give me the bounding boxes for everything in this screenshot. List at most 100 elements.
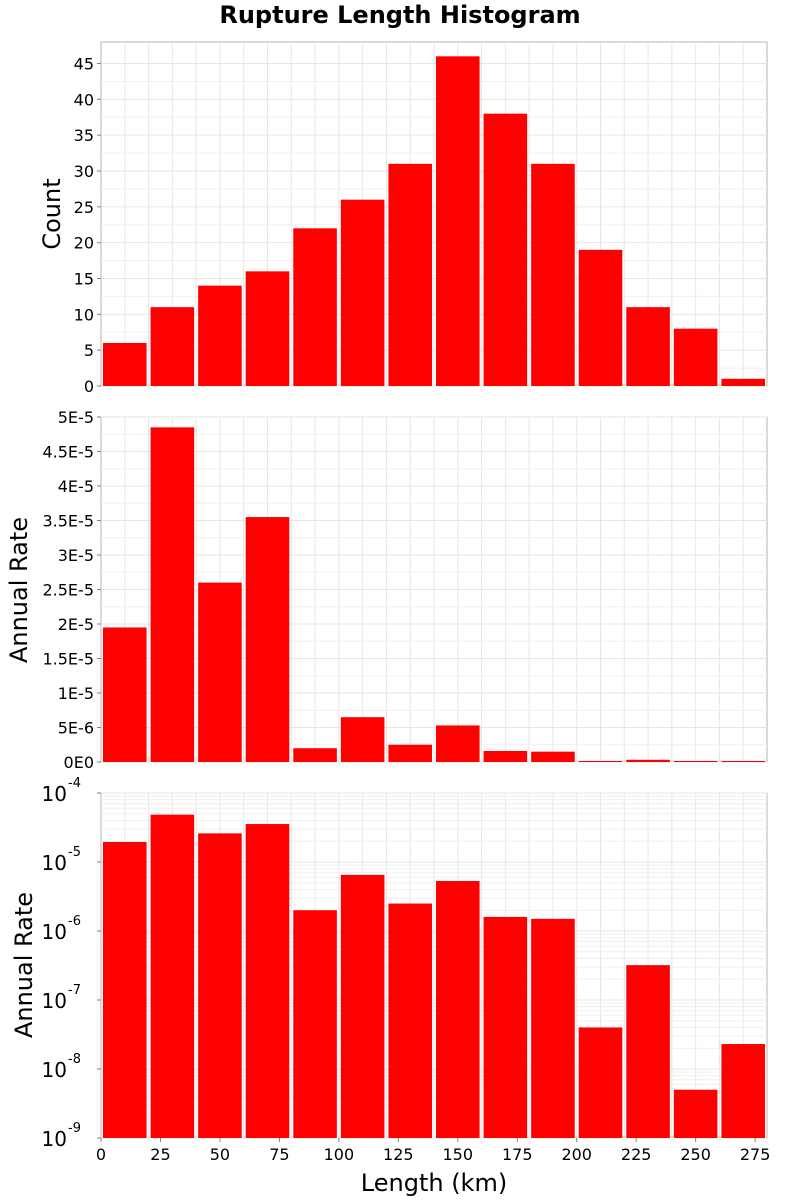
rate-linear-ytick-label: 5E-5 — [58, 408, 94, 427]
rate-log-bar — [436, 881, 480, 1138]
count-bar — [721, 378, 765, 386]
count-ytick-label: 0 — [84, 377, 94, 396]
count-ytick-label: 10 — [74, 305, 94, 324]
count-ytick-label: 25 — [74, 198, 94, 217]
count-bar — [436, 56, 480, 386]
x-tick-label: 75 — [269, 1145, 289, 1164]
rate-linear-bar — [293, 748, 337, 762]
x-tick-label: 0 — [96, 1145, 106, 1164]
rate-log-bar — [388, 903, 432, 1138]
rate-log-bar — [150, 814, 195, 1138]
count-bar — [198, 285, 242, 386]
count-ylabel: Count — [38, 178, 66, 249]
rate-log-ytick-exponent: -6 — [68, 914, 81, 929]
rate-log-panel: 10-910-810-710-610-510-4 Annual Rate — [10, 776, 768, 1151]
rate-linear-ytick-label: 1.5E-5 — [42, 650, 94, 669]
rate-log-bar — [531, 918, 575, 1138]
rate-log-ytick-base: 10 — [42, 1058, 67, 1082]
rate-log-bars — [103, 814, 765, 1138]
rate-linear-ytick-label: 3.5E-5 — [42, 512, 94, 531]
rate-linear-bar — [626, 759, 670, 762]
rate-linear-bar — [436, 725, 480, 762]
x-tick-label: 175 — [502, 1145, 533, 1164]
rate-log-ytick-base: 10 — [42, 920, 67, 944]
rate-linear-ytick-label: 1E-5 — [58, 684, 94, 703]
rate-linear-bar — [103, 627, 147, 762]
rate-log-bar — [626, 965, 670, 1138]
rate-linear-bar — [578, 761, 623, 762]
count-ytick-label: 40 — [74, 90, 94, 109]
rate-log-bar — [721, 1044, 765, 1138]
rate-linear-ytick-label: 4.5E-5 — [42, 443, 94, 462]
count-bar — [673, 328, 718, 386]
rate-log-ytick-base: 10 — [42, 851, 67, 875]
x-axis-label: Length (km) — [361, 1169, 507, 1197]
rate-log-ytick-base: 10 — [42, 989, 67, 1013]
count-bar — [578, 249, 623, 386]
rate-log-bar — [340, 874, 385, 1138]
rate-linear-ytick-label: 5E-6 — [58, 719, 94, 738]
count-bar — [388, 163, 432, 386]
rate-log-bar — [245, 824, 290, 1138]
count-ytick-label: 30 — [74, 162, 94, 181]
rate-log-bar — [103, 841, 147, 1138]
rate-log-ytick-exponent: -8 — [68, 1052, 81, 1067]
x-tick-label: 100 — [324, 1145, 355, 1164]
x-tick-label: 250 — [680, 1145, 711, 1164]
rate-linear-bar — [150, 427, 195, 762]
count-bar — [103, 343, 147, 386]
count-ytick-label: 20 — [74, 234, 94, 253]
chart-title: Rupture Length Histogram — [219, 1, 580, 29]
count-bar — [340, 199, 385, 386]
rate-linear-bar — [245, 517, 290, 762]
rate-linear-bar — [531, 751, 575, 762]
count-bar — [626, 307, 670, 386]
x-tick-label: 25 — [150, 1145, 170, 1164]
count-ytick-label: 45 — [74, 55, 94, 74]
count-ytick-label: 35 — [74, 126, 94, 145]
rate-linear-panel: 0E0 5E-6 1E-5 1.5E-5 2E-5 2.5E-5 3E-5 3.5E-5 4E-… — [5, 408, 768, 772]
x-axis-ticks: 0 25 50 75 100 125 150 175 200 225 250 275 — [96, 1138, 770, 1164]
rate-linear-ylabel: Annual Rate — [5, 517, 33, 663]
x-tick-label: 200 — [561, 1145, 592, 1164]
rate-linear-bars — [103, 427, 765, 762]
rate-linear-ytick-label: 4E-5 — [58, 477, 94, 496]
x-tick-label: 150 — [443, 1145, 474, 1164]
rate-log-bar — [578, 1027, 623, 1138]
rate-log-bar — [673, 1089, 718, 1138]
count-bar — [531, 163, 575, 386]
rate-linear-ytick-label: 2E-5 — [58, 615, 94, 634]
rate-log-ytick-base: 10 — [42, 782, 67, 806]
x-tick-label: 50 — [210, 1145, 230, 1164]
rate-log-ylabel: Annual Rate — [10, 892, 38, 1038]
rate-linear-ytick-label: 3E-5 — [58, 546, 94, 565]
rate-linear-ytick-label: 2.5E-5 — [42, 581, 94, 600]
count-ytick-label: 5 — [84, 341, 94, 360]
rate-log-ytick-exponent: -9 — [68, 1121, 81, 1136]
count-bar — [150, 307, 195, 386]
count-bar — [293, 228, 337, 386]
rate-log-yticks: 10-910-810-710-610-510-4 — [42, 776, 101, 1151]
x-tick-label: 125 — [383, 1145, 414, 1164]
count-yticks: 0 5 10 15 20 25 30 35 40 45 — [74, 55, 101, 396]
rate-log-ytick-exponent: -4 — [68, 776, 81, 791]
rate-log-ytick-base: 10 — [42, 1127, 67, 1151]
rate-linear-bar — [483, 750, 528, 762]
count-bar — [245, 271, 290, 386]
x-tick-label: 225 — [621, 1145, 652, 1164]
count-panel: 0 5 10 15 20 25 30 35 40 45 Count — [38, 41, 768, 396]
rate-linear-bar — [721, 761, 765, 762]
rate-log-bar — [293, 910, 337, 1138]
count-bars — [103, 56, 765, 387]
rate-linear-bar — [673, 761, 718, 762]
rate-linear-bar — [198, 582, 242, 762]
rate-log-ytick-exponent: -5 — [68, 845, 81, 860]
count-ytick-label: 15 — [74, 270, 94, 289]
rate-log-bar — [483, 916, 528, 1138]
count-bar — [483, 113, 528, 387]
x-tick-label: 275 — [740, 1145, 771, 1164]
rate-linear-yticks: 0E0 5E-6 1E-5 1.5E-5 2E-5 2.5E-5 3E-5 3.5E-5 4E-… — [42, 408, 101, 772]
rate-linear-ytick-label: 0E0 — [64, 753, 94, 772]
rate-log-ytick-exponent: -7 — [68, 983, 81, 998]
